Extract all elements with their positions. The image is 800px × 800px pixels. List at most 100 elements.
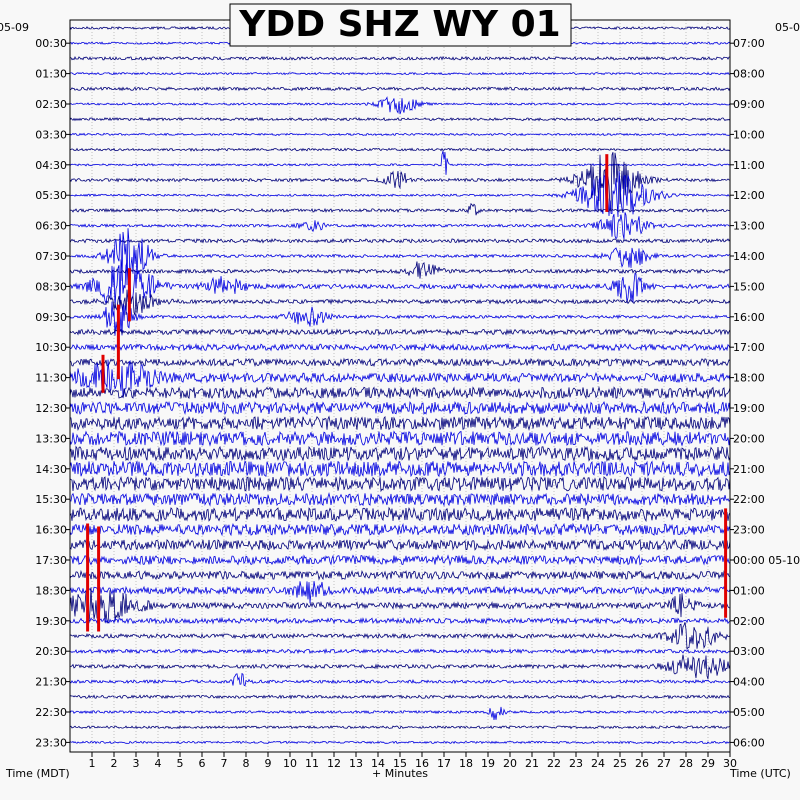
trace-layer xyxy=(69,25,731,745)
left-tick-label: 17:30 xyxy=(35,554,67,567)
x-tick-label: 3 xyxy=(133,757,140,770)
x-tick-label: 19 xyxy=(481,757,495,770)
trace-row xyxy=(69,415,731,432)
right-tick-label: 01:00 xyxy=(733,584,765,597)
x-tick-label: 18 xyxy=(459,757,473,770)
trace-row xyxy=(69,55,731,61)
left-tick-label: 20:30 xyxy=(35,645,67,658)
left-tick-label: 02:30 xyxy=(35,98,67,111)
x-tick-label: 20 xyxy=(503,757,517,770)
trace-row xyxy=(69,132,731,137)
trace-row xyxy=(69,150,731,175)
x-tick-label: 7 xyxy=(221,757,228,770)
left-tick-label: 22:30 xyxy=(35,706,67,719)
right-tick-label: 05:00 xyxy=(733,706,765,719)
right-time-axis: 07:00 08:00 09:00 10:00 11:00 12:00 13:00 14:00… xyxy=(730,37,800,749)
x-tick-label: 13 xyxy=(349,757,363,770)
x-tick-label: 12 xyxy=(327,757,341,770)
left-time-axis: 00:30 01:30 02:30 03:30 04:30 05:30 06:30 07:30… xyxy=(35,37,70,749)
x-tick-label: 22 xyxy=(547,757,561,770)
x-tick-label: 8 xyxy=(243,757,250,770)
x-tick-label: 9 xyxy=(265,757,272,770)
right-tick-label: 18:00 xyxy=(733,372,765,385)
trace-row xyxy=(69,170,731,218)
left-tick-label: 05:30 xyxy=(35,189,67,202)
right-axis-label: Time (UTC) xyxy=(729,767,791,780)
trace-row xyxy=(69,288,731,316)
left-tick-label: 08:30 xyxy=(35,280,67,293)
trace-row xyxy=(69,86,731,92)
x-tick-label: 2 xyxy=(111,757,118,770)
x-tick-label: 27 xyxy=(657,757,671,770)
right-tick-label: 21:00 xyxy=(733,463,765,476)
x-tick-label: 21 xyxy=(525,757,539,770)
trace-row xyxy=(69,212,731,240)
date-right: 05-0 xyxy=(775,21,800,34)
trace-row xyxy=(69,569,731,581)
chart-title: YDD SHZ WY 01 xyxy=(238,4,560,45)
trace-row xyxy=(69,259,731,309)
right-tick-label: 19:00 xyxy=(733,402,765,415)
date-left: 05-09 xyxy=(0,21,29,34)
right-tick-label: 16:00 xyxy=(733,311,765,324)
right-tick-label: 11:00 xyxy=(733,159,765,172)
trace-row xyxy=(69,71,731,76)
trace-row xyxy=(69,301,731,336)
trace-row xyxy=(70,228,731,286)
trace-row xyxy=(69,152,731,210)
x-tick-label: 10 xyxy=(283,757,297,770)
trace-row xyxy=(69,654,731,680)
trace-row xyxy=(69,400,731,416)
x-tick-label: 11 xyxy=(305,757,319,770)
trace-row xyxy=(69,694,731,700)
left-tick-label: 15:30 xyxy=(35,493,67,506)
right-tick-label: 03:00 xyxy=(733,645,765,658)
trace-row xyxy=(69,725,731,730)
left-tick-label: 01:30 xyxy=(35,68,67,81)
left-tick-label: 09:30 xyxy=(35,311,67,324)
trace-row xyxy=(69,430,731,447)
right-tick-label: 12:00 xyxy=(733,189,765,202)
x-tick-label: 1 xyxy=(89,757,96,770)
x-tick-label: 14 xyxy=(371,757,385,770)
left-tick-label: 11:30 xyxy=(35,372,67,385)
trace-row xyxy=(69,506,731,523)
trace-row xyxy=(69,616,731,625)
trace-row xyxy=(69,261,731,279)
right-tick-label: 00:00 05-10 xyxy=(733,554,800,567)
grid-layer xyxy=(69,20,731,752)
trace-row xyxy=(69,491,731,507)
trace-row xyxy=(69,672,731,687)
right-tick-label: 02:00 xyxy=(733,615,765,628)
clip-layer xyxy=(86,154,728,632)
x-tick-label: 26 xyxy=(635,757,649,770)
trace-row xyxy=(69,538,731,552)
trace-row xyxy=(69,202,731,216)
left-tick-label: 21:30 xyxy=(35,676,67,689)
left-tick-label: 18:30 xyxy=(35,584,67,597)
right-tick-label: 14:00 xyxy=(733,250,765,263)
trace-row xyxy=(69,357,731,398)
right-tick-label: 08:00 xyxy=(733,68,765,81)
trace-row xyxy=(69,648,731,655)
x-tick-label: 29 xyxy=(701,757,715,770)
left-tick-label: 06:30 xyxy=(35,220,67,233)
x-tick-label: 17 xyxy=(437,757,451,770)
left-tick-label: 12:30 xyxy=(35,402,67,415)
trace-row xyxy=(69,740,731,745)
trace-row xyxy=(69,385,731,400)
right-tick-label: 13:00 xyxy=(733,220,765,233)
left-tick-label: 19:30 xyxy=(35,615,67,628)
left-axis-label: Time (MDT) xyxy=(5,767,70,780)
x-tick-label: 25 xyxy=(613,757,627,770)
right-tick-label: 10:00 xyxy=(733,128,765,141)
trace-row xyxy=(69,342,731,352)
right-tick-label: 15:00 xyxy=(733,280,765,293)
left-tick-label: 13:30 xyxy=(35,432,67,445)
left-tick-label: 03:30 xyxy=(35,128,67,141)
trace-row xyxy=(69,445,731,463)
x-tick-label: 30 xyxy=(723,757,737,770)
left-tick-label: 04:30 xyxy=(35,159,67,172)
x-axis-label: + Minutes xyxy=(372,767,428,780)
